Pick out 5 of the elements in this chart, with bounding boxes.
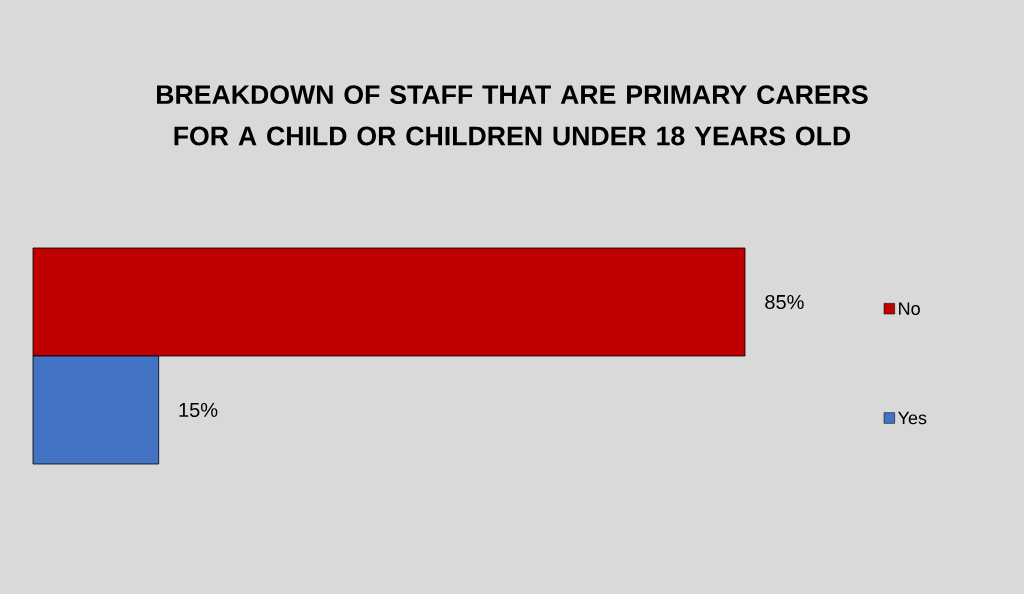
data-label: 85% <box>765 294 804 310</box>
legend-label: No <box>899 302 920 315</box>
chart-title: BREAKDOWN OF STAFF THAT ARE PRIMARY CARERS FOR A CHILD OR CHILDREN UNDER 18 YEARS OLD <box>157 85 868 146</box>
legend-label: Yes <box>898 411 927 425</box>
data-label: 15% <box>179 402 218 418</box>
